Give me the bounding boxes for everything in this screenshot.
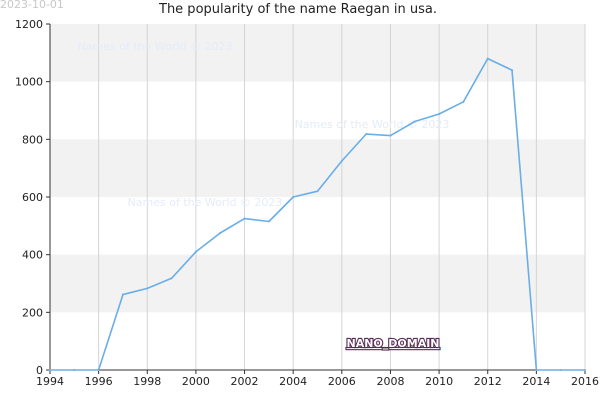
data-point — [49, 369, 51, 371]
background-band — [50, 254, 585, 313]
x-tick-label: 1994 — [36, 375, 64, 388]
watermark-text: Names of the World © 2023 — [78, 40, 233, 53]
data-point — [340, 159, 343, 162]
data-point — [316, 190, 319, 193]
series-layer — [49, 57, 586, 371]
x-tick-label: 2012 — [474, 375, 502, 388]
logo-text: NANO_DOMAIN — [346, 337, 439, 350]
watermarks: Names of the World © 2023 Names of the Wo… — [78, 40, 450, 209]
y-tick-label: 800 — [22, 133, 43, 146]
data-point — [511, 69, 514, 72]
data-point — [389, 134, 392, 137]
data-point — [535, 369, 538, 371]
data-point — [267, 220, 270, 223]
data-point — [73, 369, 76, 371]
data-point — [170, 277, 173, 280]
data-point — [486, 57, 489, 60]
background-band — [50, 139, 585, 197]
x-tick-label: 2014 — [522, 375, 550, 388]
y-tick-label: 1000 — [15, 76, 43, 89]
x-tick-labels: 1994 1996 1998 2000 2002 2004 2006 2008 2010 2012… — [36, 370, 599, 388]
date-stamp: 2023-10-01 — [0, 0, 64, 11]
data-point — [243, 217, 246, 220]
x-tick-label: 2010 — [425, 375, 453, 388]
x-tick-label: 2004 — [279, 375, 307, 388]
data-point — [194, 250, 197, 253]
y-tick-labels: 0 200 400 600 800 1000 1200 — [15, 18, 50, 377]
data-point — [559, 369, 562, 371]
data-point — [365, 133, 368, 136]
x-tick-label: 2008 — [376, 375, 404, 388]
x-tick-label: 2016 — [571, 375, 599, 388]
y-tick-label: 400 — [22, 249, 43, 262]
y-tick-label: 200 — [22, 306, 43, 319]
data-point — [219, 232, 222, 235]
x-tick-label: 2000 — [182, 375, 210, 388]
y-tick-label: 0 — [36, 364, 43, 377]
x-tick-label: 2002 — [231, 375, 259, 388]
data-point — [97, 369, 100, 371]
data-point — [584, 369, 586, 371]
y-tick-label: 1200 — [15, 18, 43, 31]
background-bands — [50, 24, 585, 370]
data-point — [146, 287, 149, 290]
x-tick-label: 1996 — [85, 375, 113, 388]
data-point — [121, 293, 124, 296]
data-point — [292, 196, 295, 198]
data-point — [438, 112, 441, 115]
x-tick-label: 2006 — [328, 375, 356, 388]
background-band — [50, 24, 585, 82]
watermark-text: Names of the World © 2023 — [128, 196, 283, 209]
y-tick-label: 600 — [22, 191, 43, 204]
watermark-text: Names of the World © 2023 — [295, 118, 450, 131]
data-point — [462, 100, 465, 103]
x-tick-label: 1998 — [133, 375, 161, 388]
chart-title: The popularity of the name Raegan in usa… — [158, 2, 437, 17]
data-point — [413, 120, 416, 123]
